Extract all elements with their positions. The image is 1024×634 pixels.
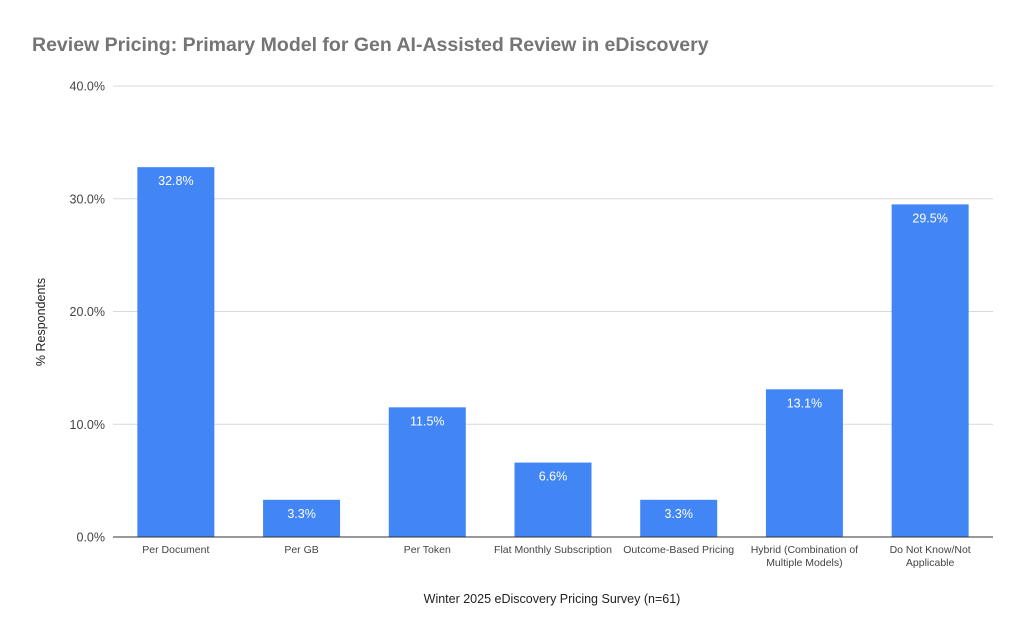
x-axis-categories: Per Document Per GB Per Token Flat Monthly …	[142, 544, 970, 569]
x-category-label: Hybrid (Combination of	[751, 544, 858, 556]
data-label: 11.5%	[410, 414, 445, 428]
y-tick-label: 40.0%	[70, 80, 105, 94]
chart-title: Review Pricing: Primary Model for Gen AI…	[32, 34, 709, 56]
bar	[891, 204, 969, 537]
x-category-label: Per Token	[404, 544, 451, 556]
data-label: 3.3%	[664, 507, 693, 521]
x-axis-title: Winter 2025 eDiscovery Pricing Survey (n…	[424, 592, 681, 606]
y-tick-label: 20.0%	[70, 305, 105, 319]
data-labels: 32.8% 3.3% 11.5% 6.6% 3.3% 13.1% 29.5%	[158, 174, 948, 521]
y-axis-title: % Respondents	[34, 278, 48, 366]
bar	[514, 462, 592, 537]
data-label: 6.6%	[539, 470, 568, 484]
y-tick-label: 10.0%	[70, 418, 105, 432]
x-category-label: Multiple Models)	[766, 557, 842, 569]
data-label: 32.8%	[158, 174, 193, 188]
bar	[765, 389, 843, 537]
bar	[388, 407, 466, 537]
bar	[263, 499, 341, 537]
x-category-label: Applicable	[906, 557, 955, 569]
bar	[640, 499, 718, 537]
x-category-label: Flat Monthly Subscription	[494, 544, 612, 556]
bars	[137, 167, 969, 537]
data-label: 29.5%	[912, 211, 947, 225]
bar	[137, 167, 215, 537]
x-category-label: Per Document	[142, 544, 209, 556]
x-category-label: Outcome-Based Pricing	[623, 544, 734, 556]
x-category-label: Do Not Know/Not	[890, 544, 971, 556]
x-category-label: Per GB	[284, 544, 318, 556]
data-label: 3.3%	[287, 507, 316, 521]
y-axis-ticks: 0.0% 10.0% 20.0% 30.0% 40.0%	[70, 80, 105, 545]
data-label: 13.1%	[787, 396, 822, 410]
y-tick-label: 30.0%	[70, 192, 105, 206]
y-tick-label: 0.0%	[77, 531, 106, 545]
gridlines	[113, 85, 993, 425]
